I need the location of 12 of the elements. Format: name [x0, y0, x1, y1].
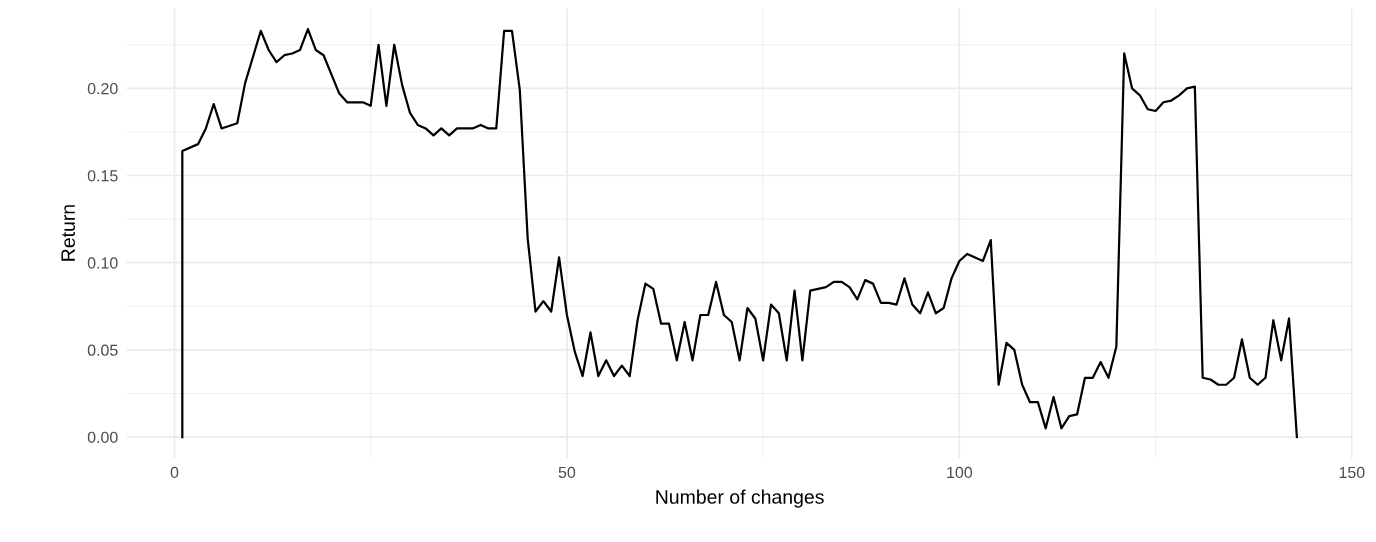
x-tick-label: 50 — [558, 466, 576, 479]
y-tick-label: 0.05 — [87, 344, 118, 356]
y-tick-label: 0.10 — [87, 257, 118, 269]
line-series — [181, 27, 1298, 439]
x-axis-title: Number of changes — [656, 489, 824, 508]
y-tick-label: 0.15 — [87, 170, 118, 182]
y-axis-title: Return — [61, 205, 75, 261]
y-tick-label: 0.20 — [87, 82, 118, 95]
x-tick-label: 100 — [947, 466, 973, 479]
x-tick-label: 0 — [170, 466, 179, 479]
x-tick-label: 150 — [1339, 466, 1365, 479]
y-tick-label: 0.00 — [87, 431, 118, 444]
